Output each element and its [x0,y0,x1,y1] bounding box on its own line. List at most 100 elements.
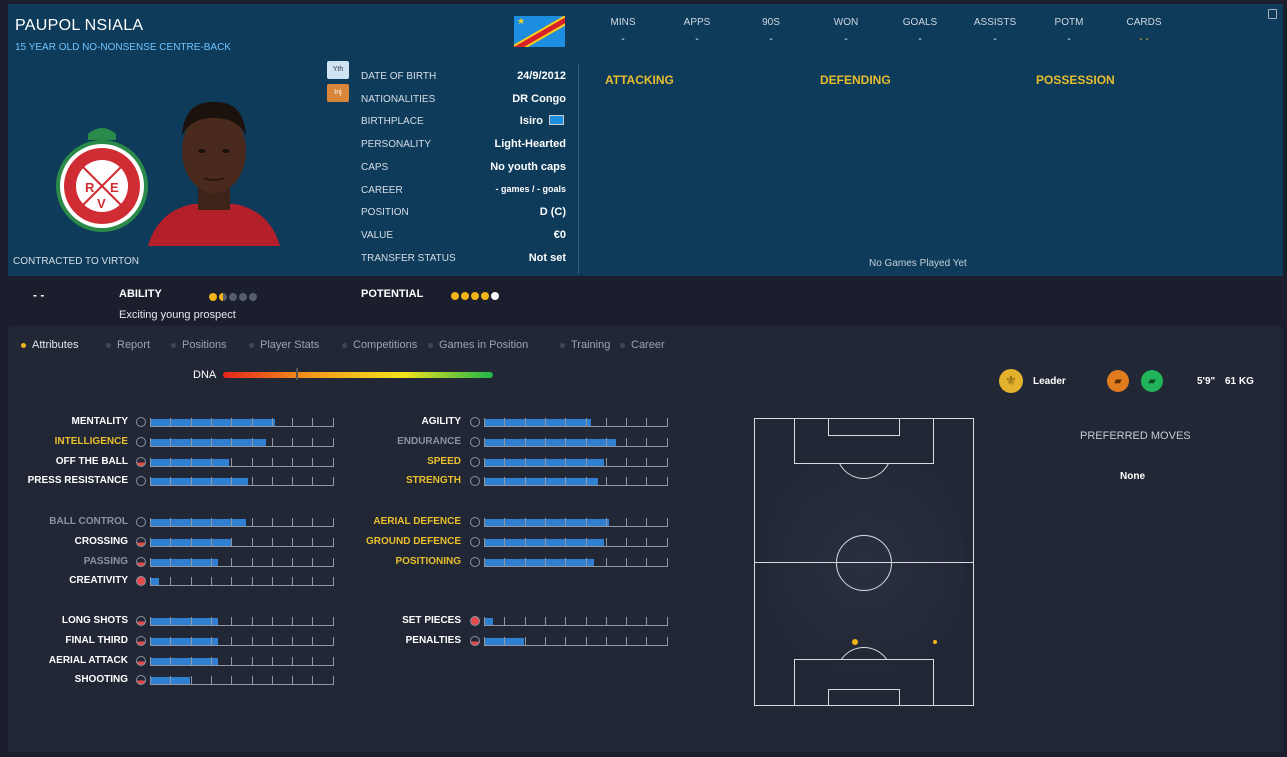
stat-header[interactable]: GOALS [902,17,938,28]
info-value: No youth caps [490,160,566,173]
attribute-type-icon [470,635,480,646]
tab-positions[interactable]: Positions [171,339,227,351]
injury-badge[interactable]: Inj [327,84,349,102]
attribute-label[interactable]: LONG SHOTS [61,615,128,626]
window-menu-icon[interactable] [1268,9,1277,19]
attribute-label[interactable]: SET PIECES [402,615,461,626]
info-label: TRANSFER STATUS [361,252,456,264]
ability-stars[interactable] [209,288,259,306]
info-label: CAREER [361,184,403,196]
rating-dash: - - [33,288,45,302]
svg-text:R: R [85,180,95,195]
attribute-label[interactable]: CREATIVITY [69,575,128,587]
leader-trait-icon[interactable]: ⚜ [999,369,1023,393]
stat-header[interactable]: MINS [610,17,636,28]
attribute-type-icon [136,517,146,527]
attribute-type-icon [470,556,480,567]
player-name[interactable]: PAUPOL NSIALA [15,17,144,34]
attribute-label[interactable]: SPEED [427,455,461,467]
attribute-label[interactable]: STRENGTH [406,475,461,487]
attribute-type-icon [136,556,146,567]
attribute-type-icon [136,456,146,467]
info-value[interactable]: D (C) [539,206,566,219]
attribute-type-icon [136,476,146,487]
attribute-type-icon [470,616,480,626]
attribute-label[interactable]: AERIAL DEFENCE [373,516,461,527]
attribute-label[interactable]: CROSSING [74,535,128,547]
centre-circle [836,535,892,591]
attribute-bar [150,616,334,626]
birthplace-flag-icon [549,115,564,125]
stat-header[interactable]: APPS [683,17,711,28]
attribute-type-icon [136,436,146,447]
attribute-bar [150,437,334,447]
info-label: DATE OF BIRTH [361,71,437,82]
height-value: 5'9" [1197,376,1216,387]
tab-competitions[interactable]: Competitions [342,339,417,351]
info-label: PERSONALITY [361,139,432,151]
star-icon [481,291,489,300]
attribute-bar [484,517,668,527]
attribute-bar [150,517,334,527]
position-pitch[interactable] [754,418,974,706]
attribute-label[interactable]: POSITIONING [395,555,461,567]
weight-value: 61 KG [1225,376,1254,387]
attribute-bar [484,636,668,646]
attribute-label[interactable]: PRESS RESISTANCE [27,475,128,487]
tab-attributes[interactable]: Attributes [21,339,78,351]
position-marker[interactable] [852,639,858,645]
attribute-bar [150,656,334,666]
attribute-label[interactable]: PENALTIES [405,634,461,646]
stat-header[interactable]: 90S [762,17,780,28]
attribute-bar [150,576,334,587]
player-header: PAUPOL NSIALA 15 YEAR OLD NO-NONSENSE CE… [8,4,1283,276]
info-label: BIRTHPLACE [361,116,424,128]
attribute-bar [150,675,334,686]
info-label: CAPS [361,161,389,173]
attribute-label[interactable]: SHOOTING [74,674,128,686]
tab-report[interactable]: Report [106,339,150,351]
star-icon [471,291,479,300]
youth-badge[interactable]: Yth [327,61,349,79]
player-portrait [148,101,280,246]
attribute-bar [484,537,668,547]
attribute-type-icon [470,456,480,467]
attribute-type-icon [470,417,480,427]
attribute-bar [484,476,668,487]
attribute-label[interactable]: FINAL THIRD [65,634,128,646]
attribute-type-icon [136,417,146,427]
tab-training[interactable]: Training [560,339,610,351]
attribute-label[interactable]: MENTALITY [71,416,128,427]
tab-career[interactable]: Career [620,339,665,351]
tab-player-stats[interactable]: Player Stats [249,339,319,351]
stat-value: - [1067,34,1071,45]
trait-label: Leader [1033,376,1066,387]
stat-header[interactable]: WON [833,17,859,28]
attribute-label[interactable]: GROUND DEFENCE [365,535,461,547]
position-marker[interactable] [933,640,937,644]
attribute-label[interactable]: OFF THE BALL [55,455,128,467]
attribute-label[interactable]: PASSING [83,555,128,567]
ability-description: Exciting young prospect [119,309,236,321]
contract-status[interactable]: CONTRACTED TO VIRTON [13,256,139,267]
attribute-label[interactable]: ENDURANCE [397,435,461,447]
attribute-type-icon [470,536,480,547]
stat-header[interactable]: CARDS [1126,17,1162,28]
top-goal-area [828,418,900,436]
attacking-heading: ATTACKING [605,73,674,87]
attribute-label[interactable]: AERIAL ATTACK [48,654,128,666]
attribute-bar [484,417,668,427]
divider [578,64,579,274]
stat-header[interactable]: POTM [1054,17,1084,28]
info-value: DR Congo [512,92,566,105]
attribute-label[interactable]: AGILITY [421,416,461,427]
star-icon [239,292,247,301]
stat-header[interactable]: ASSISTS [973,17,1017,28]
preferred-moves-value: None [1120,471,1145,482]
no-games-message: No Games Played Yet [869,258,967,269]
attribute-label[interactable]: BALL CONTROL [49,516,128,527]
info-value[interactable]: Light-Hearted [494,138,567,151]
tab-games-in-position[interactable]: Games in Position [428,339,528,351]
potential-stars[interactable] [451,287,501,305]
attribute-label[interactable]: INTELLIGENCE [54,435,128,447]
